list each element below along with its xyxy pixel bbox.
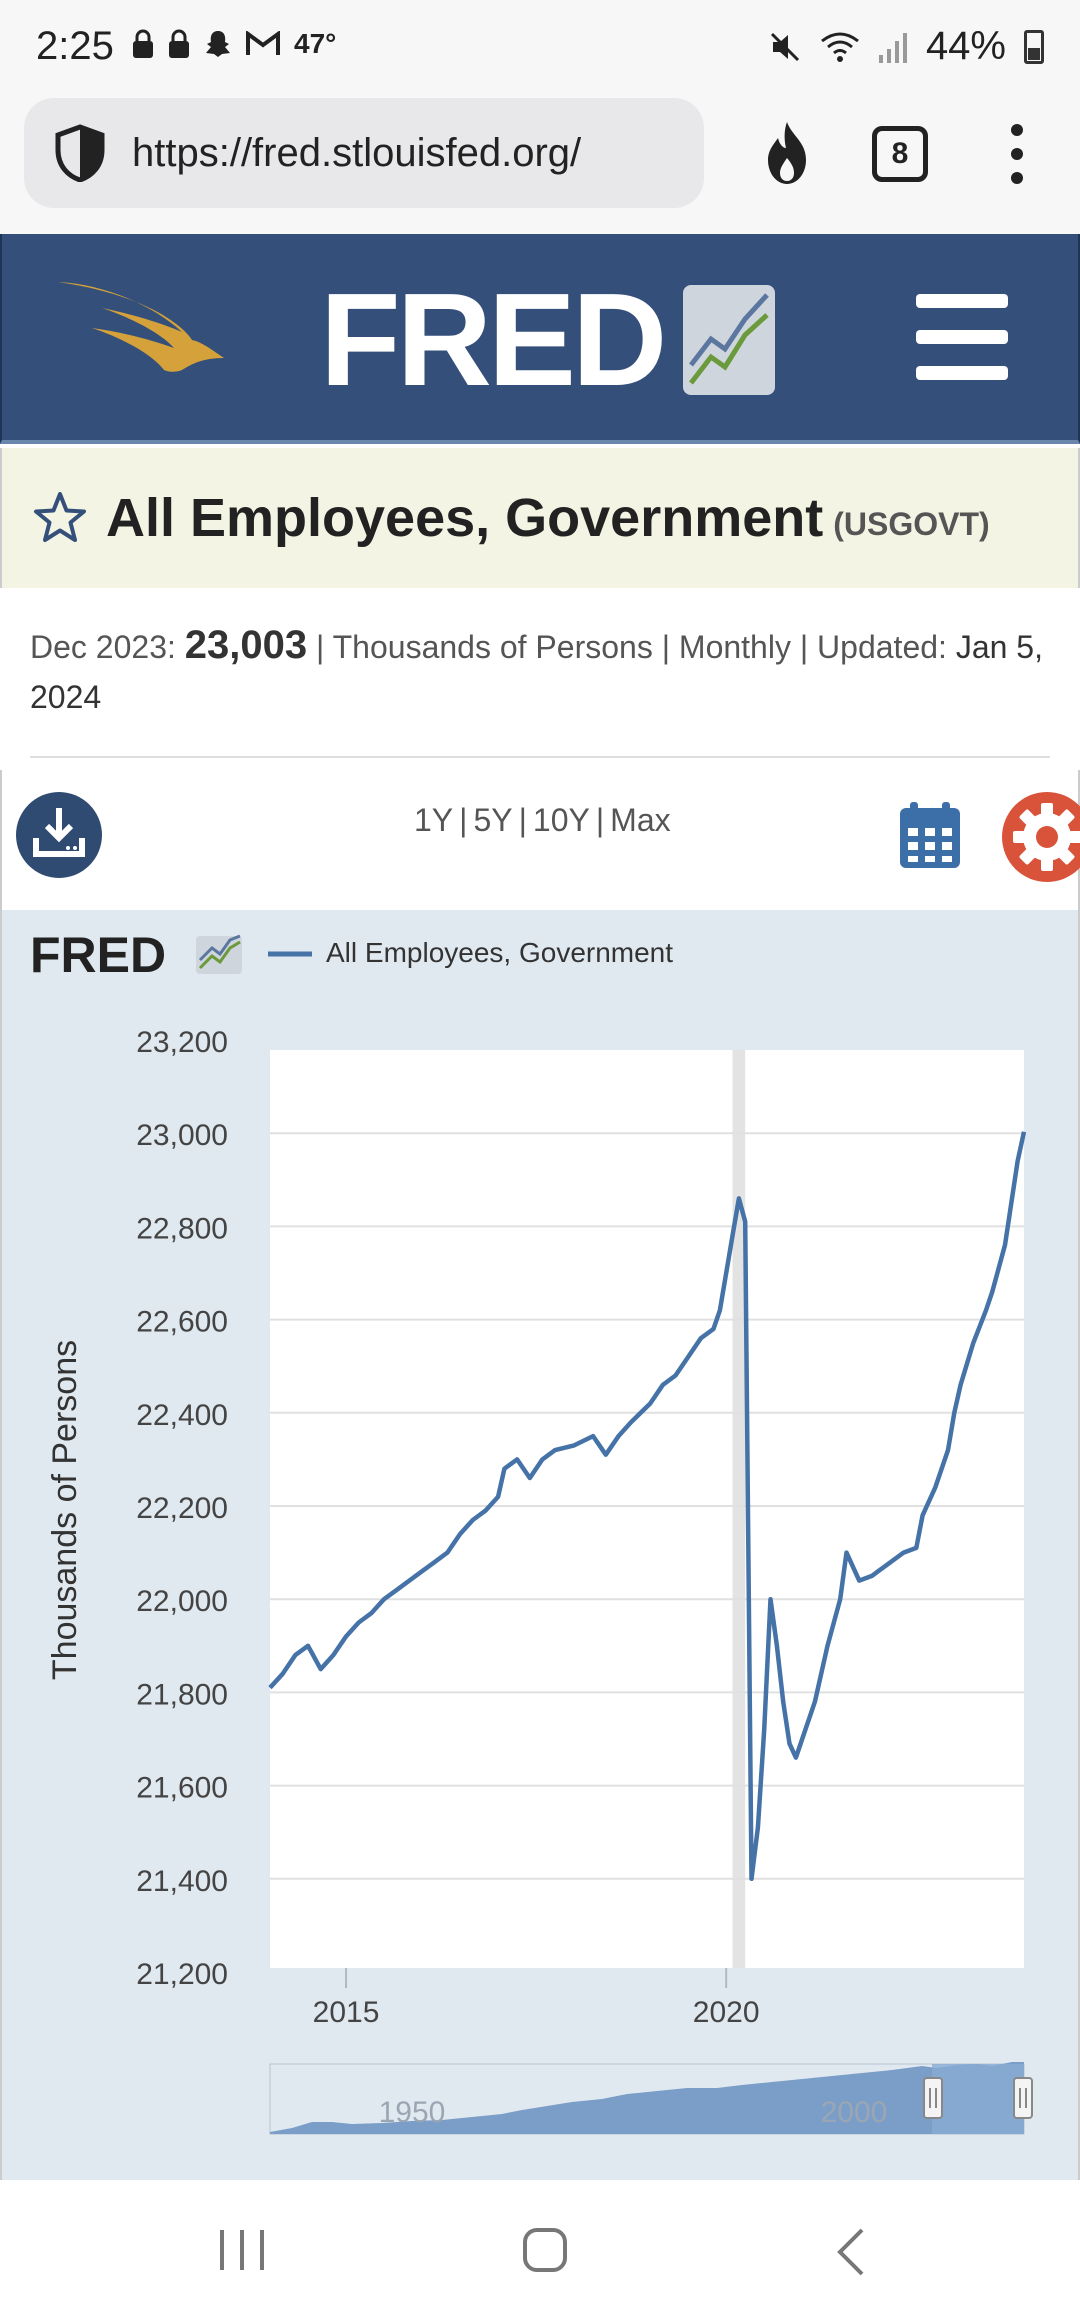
status-temperature: 47° bbox=[294, 28, 337, 59]
meta-details: | Thousands of Persons | Monthly | Updat… bbox=[316, 629, 947, 665]
star-icon[interactable] bbox=[32, 490, 88, 546]
y-tick-label: 22,600 bbox=[136, 1306, 228, 1339]
y-tick-label: 23,200 bbox=[136, 1026, 228, 1059]
range-5y[interactable]: 5Y bbox=[473, 802, 513, 838]
status-time: 2:25 bbox=[36, 24, 114, 68]
wifi-icon bbox=[821, 32, 859, 62]
hamburger-menu-icon[interactable] bbox=[916, 294, 1008, 380]
home-button[interactable] bbox=[523, 2228, 567, 2272]
calendar-icon[interactable] bbox=[898, 800, 962, 870]
gear-icon[interactable] bbox=[1002, 792, 1080, 882]
x-tick-label: 2020 bbox=[693, 1996, 760, 2029]
navigator-selection[interactable] bbox=[932, 2064, 1024, 2134]
gmail-icon bbox=[246, 31, 280, 55]
chart-legend-brand-icon bbox=[196, 934, 242, 974]
fred-chart-icon[interactable] bbox=[683, 285, 776, 395]
chart-legend-brand: FRED bbox=[30, 927, 166, 983]
download-icon[interactable] bbox=[16, 792, 102, 878]
range-max[interactable]: Max bbox=[610, 802, 671, 838]
download-button[interactable] bbox=[16, 792, 102, 878]
y-tick-label: 21,200 bbox=[136, 1958, 228, 1991]
series-meta: Dec 2023: 23,003 | Thousands of Persons … bbox=[30, 620, 1050, 722]
y-tick-label: 22,200 bbox=[136, 1492, 228, 1525]
y-tick-label: 22,000 bbox=[136, 1585, 228, 1618]
series-title-bar: All Employees, Government (USGOVT) bbox=[0, 448, 1080, 588]
recession-band bbox=[732, 1050, 746, 1968]
navigator-area bbox=[270, 2062, 1024, 2134]
status-notification-icons: 47° bbox=[132, 28, 336, 60]
browser-menu-button[interactable] bbox=[1004, 124, 1030, 184]
battery-percent: 44% bbox=[925, 24, 1006, 68]
status-right: 44% bbox=[768, 24, 1044, 69]
lock-icon bbox=[133, 29, 153, 58]
chart[interactable]: FRED All Employees, Government 21,20021,… bbox=[2, 910, 1078, 2180]
battery-icon bbox=[1024, 29, 1044, 64]
eagle-icon[interactable] bbox=[52, 274, 232, 384]
navigator-label-2000: 2000 bbox=[821, 2096, 888, 2129]
url-bar[interactable]: https://fred.stlouisfed.org/ bbox=[24, 98, 704, 208]
series-id: (USGOVT) bbox=[833, 505, 990, 542]
x-axis-ticks: 2015 2020 bbox=[313, 1968, 760, 2029]
recents-button[interactable] bbox=[220, 2230, 264, 2270]
chart-legend-label: All Employees, Government bbox=[326, 937, 673, 968]
tabs-button[interactable]: 8 bbox=[872, 126, 928, 182]
shield-icon[interactable] bbox=[54, 124, 106, 182]
back-button[interactable] bbox=[836, 2228, 866, 2276]
y-tick-label: 22,400 bbox=[136, 1399, 228, 1432]
range-links: 1Y | 5Y | 10Y | Max bbox=[414, 802, 671, 838]
y-tick-label: 21,600 bbox=[136, 1772, 228, 1805]
fred-logo-text[interactable]: FRED bbox=[320, 266, 667, 413]
y-tick-label: 23,000 bbox=[136, 1119, 228, 1152]
recession-shade bbox=[732, 1050, 746, 1968]
navigator-handle-right[interactable] bbox=[1013, 2077, 1033, 2119]
plot-area bbox=[270, 1050, 1024, 1968]
chart-container: FRED All Employees, Government 21,200 21,… bbox=[0, 910, 1080, 2180]
series-line[interactable] bbox=[268, 1131, 1027, 1882]
latest-value: 23,003 bbox=[184, 623, 308, 667]
range-10y[interactable]: 10Y bbox=[532, 802, 590, 838]
updated-date: Jan 5, 2024 bbox=[30, 629, 1043, 715]
mute-icon bbox=[770, 32, 799, 61]
navigator-label-1950: 1950 bbox=[379, 2096, 446, 2129]
series-title: All Employees, Government bbox=[106, 488, 824, 548]
gridlines bbox=[270, 1132, 1024, 1880]
fred-logo[interactable]: FRED bbox=[320, 266, 776, 413]
browser-toolbar: https://fred.stlouisfed.org/ 8 bbox=[0, 96, 1080, 234]
divider bbox=[30, 756, 1050, 758]
settings-button[interactable] bbox=[1002, 792, 1080, 882]
system-nav-bar bbox=[0, 2182, 1080, 2316]
x-tick-label: 2015 bbox=[313, 1996, 380, 2029]
y-tick-label: 21,800 bbox=[136, 1678, 228, 1711]
signal-icon bbox=[878, 32, 907, 63]
y-tick-label: 21,400 bbox=[136, 1865, 228, 1898]
y-tick-label: 22,800 bbox=[136, 1212, 228, 1245]
y-axis-label: Thousands of Persons bbox=[46, 1340, 84, 1680]
range-1y[interactable]: 1Y bbox=[414, 802, 454, 838]
y-axis-ticks: 21,200 21,400 21,600 21,800 22,000 22,200 22,4… bbox=[136, 1026, 228, 1991]
status-bar: 2:25 47° 44% bbox=[0, 0, 1080, 96]
navigator[interactable]: 1950 2000 bbox=[269, 2062, 1033, 2135]
lock-icon bbox=[169, 29, 189, 58]
fire-icon[interactable] bbox=[752, 118, 822, 188]
fred-header: FRED bbox=[0, 234, 1080, 444]
url-text[interactable]: https://fred.stlouisfed.org/ bbox=[132, 130, 582, 175]
navigator-handle-left[interactable] bbox=[923, 2077, 943, 2119]
snapchat-icon bbox=[206, 31, 230, 57]
range-toolbar: 1Y | 5Y | 10Y | Max bbox=[0, 770, 1080, 910]
latest-period: Dec 2023: bbox=[30, 629, 176, 665]
